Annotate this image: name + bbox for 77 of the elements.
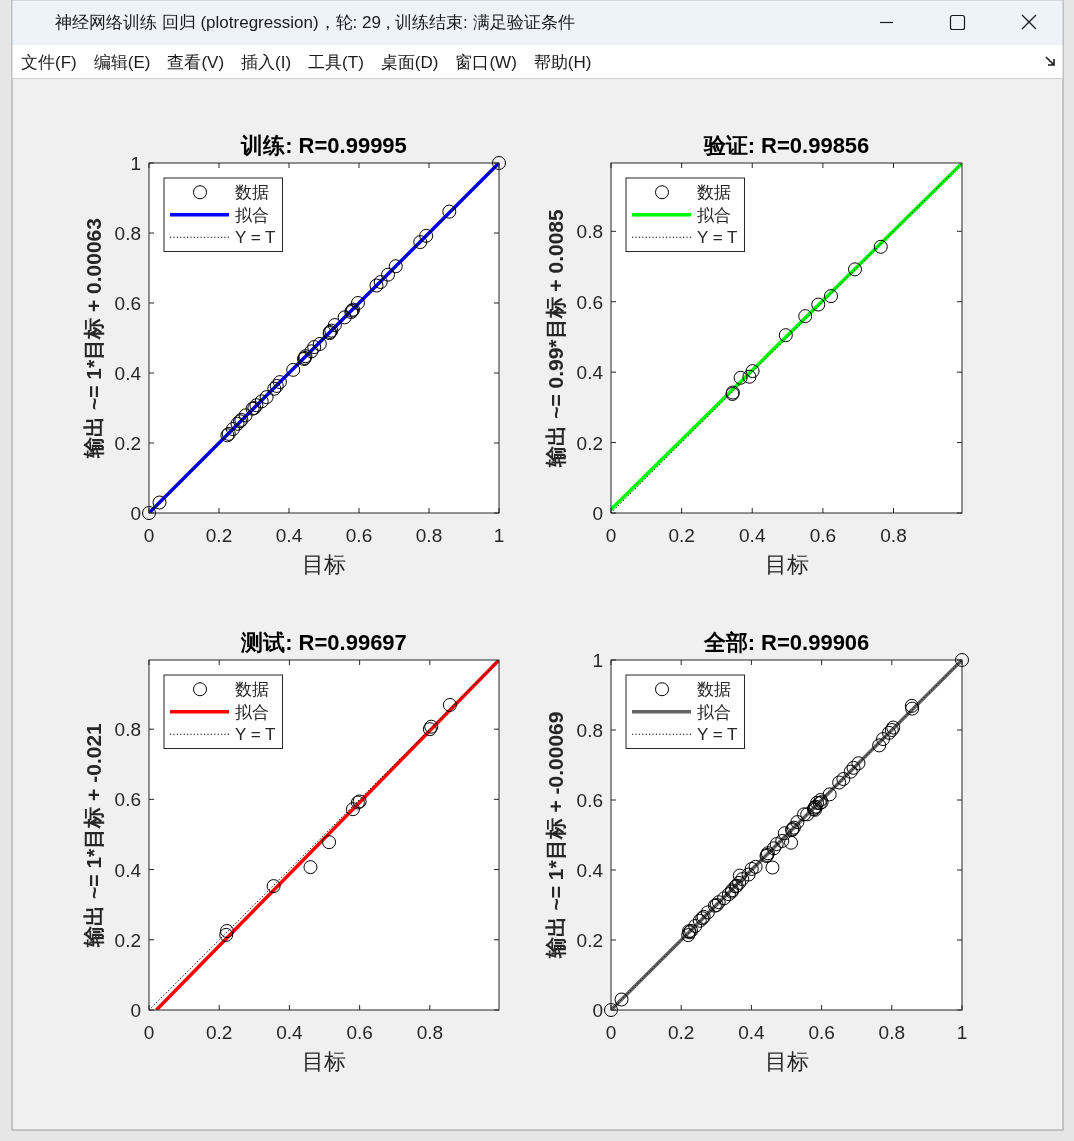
x-tick-label: 0.8 bbox=[878, 1022, 906, 1043]
x-tick-label: 0 bbox=[605, 1022, 617, 1043]
y-tick-label: 0.6 bbox=[114, 293, 141, 314]
x-tick-label: 0.8 bbox=[415, 525, 443, 546]
x-tick-label: 0.8 bbox=[880, 525, 907, 546]
x-tick-label: 0.2 bbox=[667, 1022, 695, 1043]
y-tick-label: 0.6 bbox=[114, 789, 141, 811]
x-tick-label: 0.2 bbox=[668, 525, 695, 546]
y-tick-label: 0 bbox=[130, 503, 141, 524]
legend-label: 拟合 bbox=[235, 702, 269, 722]
y-axis-title: 输出 ~= 1*目标 + -0.021 bbox=[82, 722, 105, 948]
text: 神经网络训练 回归 (plotregression)，轮: 29 , 训练结束: 满足验证条件 bbox=[55, 13, 575, 32]
x-tick-label: 0.8 bbox=[416, 1022, 444, 1043]
text: 帮助(H) bbox=[533, 53, 592, 72]
y-tick-label: 0.8 bbox=[114, 223, 141, 244]
x-tick-label: 1 bbox=[493, 525, 505, 546]
x-axis-title: 目标 bbox=[302, 1049, 346, 1074]
y-tick-label: 0.6 bbox=[576, 291, 603, 313]
text: 文件(F) bbox=[21, 53, 77, 72]
y-tick-label: 1 bbox=[130, 153, 141, 174]
y-tick-label: 0.2 bbox=[114, 929, 141, 951]
legend-label: 数据 bbox=[697, 183, 731, 203]
chart-title: 测试: R=0.99697 bbox=[240, 630, 407, 655]
text: 工具(T) bbox=[308, 53, 364, 72]
legend-label: Y = T bbox=[697, 228, 738, 248]
x-tick-label: 0.2 bbox=[206, 1022, 233, 1043]
text: 查看(V) bbox=[167, 53, 225, 72]
y-tick-label: 0.2 bbox=[114, 433, 141, 454]
y-tick-label: 0.4 bbox=[576, 860, 604, 881]
x-tick-label: 0.4 bbox=[276, 1022, 304, 1043]
x-tick-label: 0.2 bbox=[205, 525, 233, 546]
x-tick-label: 0 bbox=[605, 525, 617, 546]
chart-title: 全部: R=0.99906 bbox=[702, 630, 870, 655]
x-tick-label: 0 bbox=[143, 1022, 155, 1043]
text: 窗口(W) bbox=[455, 53, 517, 72]
x-axis-title: 目标 bbox=[764, 1049, 809, 1074]
y-tick-label: 0.8 bbox=[576, 221, 603, 243]
x-axis-title: 目标 bbox=[302, 552, 346, 577]
y-tick-label: 0 bbox=[592, 1000, 603, 1021]
y-axis-title: 输出 ~= 0.99*目标 + 0.0085 bbox=[544, 208, 567, 468]
y-tick-label: 0.6 bbox=[576, 790, 603, 811]
y-tick-label: 0.2 bbox=[576, 432, 603, 454]
legend-label: Y = T bbox=[697, 725, 738, 745]
y-axis-title: 输出 ~= 1*目标 + 0.00063 bbox=[82, 218, 105, 459]
text: 桌面(D) bbox=[380, 53, 439, 72]
x-tick-label: 1 bbox=[956, 1022, 968, 1043]
x-tick-label: 0.6 bbox=[808, 1022, 835, 1043]
x-axis-title: 目标 bbox=[764, 552, 809, 577]
legend-label: 数据 bbox=[235, 183, 269, 203]
legend-label: Y = T bbox=[235, 228, 276, 248]
y-tick-label: 0 bbox=[592, 503, 603, 524]
y-tick-label: 0.8 bbox=[114, 719, 141, 741]
chart-title: 训练: R=0.99995 bbox=[240, 133, 407, 158]
legend-label: Y = T bbox=[235, 725, 276, 745]
y-tick-label: 0.4 bbox=[114, 363, 142, 384]
x-tick-label: 0.6 bbox=[809, 525, 837, 546]
y-tick-label: 0.2 bbox=[576, 930, 603, 951]
y-tick-label: 0 bbox=[130, 1000, 141, 1021]
y-axis-title: 输出 ~= 1*目标 + -0.00069 bbox=[544, 711, 567, 960]
text: 插入(I) bbox=[241, 53, 292, 72]
y-tick-label: 0.4 bbox=[576, 362, 604, 384]
x-tick-label: 0.6 bbox=[345, 525, 373, 546]
legend-label: 拟合 bbox=[235, 205, 269, 225]
x-tick-label: 0.4 bbox=[275, 525, 303, 546]
x-tick-label: 0.4 bbox=[739, 525, 766, 546]
x-tick-label: 0.4 bbox=[738, 1022, 766, 1043]
legend-label: 数据 bbox=[235, 680, 269, 700]
text: 编辑(E) bbox=[93, 53, 151, 72]
chart-title: 验证: R=0.99856 bbox=[702, 133, 870, 158]
x-tick-label: 0 bbox=[143, 525, 155, 546]
legend-label: 数据 bbox=[697, 680, 731, 700]
y-tick-label: 0.4 bbox=[114, 859, 142, 881]
y-tick-label: 0.8 bbox=[576, 720, 603, 741]
y-tick-label: 1 bbox=[592, 650, 603, 671]
x-tick-label: 0.6 bbox=[346, 1022, 373, 1043]
legend-label: 拟合 bbox=[697, 702, 731, 722]
legend-label: 拟合 bbox=[697, 205, 731, 225]
